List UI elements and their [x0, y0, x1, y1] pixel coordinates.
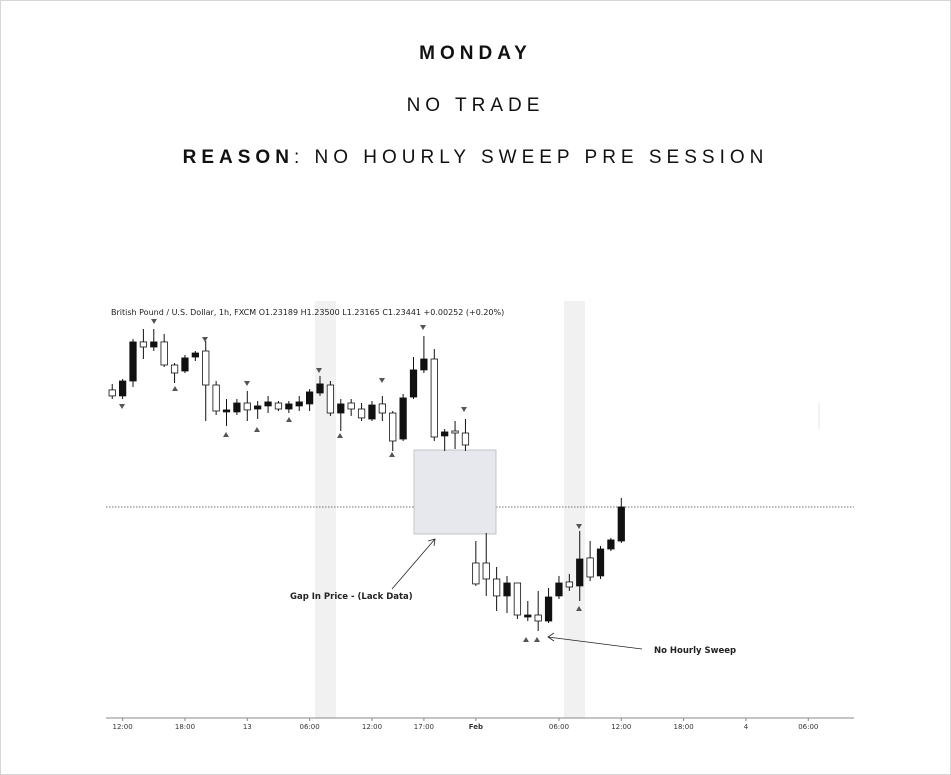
day-heading: MONDAY — [419, 43, 532, 64]
annotation-arrow — [391, 538, 436, 590]
candle-body — [337, 403, 345, 414]
x-tick-label: 13 — [243, 723, 252, 731]
x-tick-label: Feb — [469, 723, 483, 731]
candle-body — [451, 430, 459, 434]
x-tick-label: 06:00 — [798, 723, 818, 731]
candle-body — [534, 614, 542, 622]
candle-body — [617, 506, 625, 542]
gap-box — [413, 449, 497, 535]
candle-body — [347, 402, 355, 410]
x-tick-label: 4 — [744, 723, 749, 731]
candle-body — [586, 557, 594, 578]
candle-body — [368, 404, 376, 420]
candle-body — [181, 357, 189, 372]
candle-body — [212, 384, 220, 412]
candle-body — [430, 358, 438, 438]
candle-body — [295, 401, 303, 407]
reason: REASON: NO HOURLY SWEEP PRE SESSION — [1, 147, 950, 169]
candle-body — [191, 352, 199, 358]
annotation: No Hourly Sweep — [654, 646, 736, 656]
candle-body — [461, 432, 470, 446]
candle-body — [150, 341, 158, 348]
candle-body — [139, 341, 148, 348]
x-tick-label: 06:00 — [549, 723, 569, 731]
candle-body — [565, 581, 573, 588]
candle-body — [274, 402, 283, 410]
candle-body — [316, 383, 324, 394]
candle-body — [202, 350, 210, 386]
candle-body — [607, 539, 615, 550]
candle-body — [170, 364, 179, 374]
candle-body — [254, 405, 262, 410]
candle-body — [555, 582, 563, 597]
candle-body — [420, 358, 428, 371]
candle-body — [596, 548, 605, 577]
candle-body — [306, 391, 314, 405]
x-tick-label: 06:00 — [300, 723, 320, 731]
chart-title: British Pound / U.S. Dollar, 1h, FXCM O1… — [111, 308, 504, 317]
candle-body — [513, 582, 522, 616]
session-band — [564, 301, 585, 718]
candle-body — [129, 341, 137, 382]
candle-body — [524, 614, 532, 618]
candle-body — [326, 384, 335, 414]
candle-body — [409, 369, 418, 398]
x-tick-label: 18:00 — [175, 723, 195, 731]
candle-body — [441, 431, 449, 437]
candle-body — [119, 380, 127, 397]
candle-body — [160, 341, 168, 366]
reason-text: : NO HOURLY SWEEP PRE SESSION — [293, 147, 769, 168]
session-band — [315, 301, 336, 718]
x-tick-label: 12:00 — [362, 723, 382, 731]
candle-body — [576, 558, 584, 587]
x-tick-label: 17:00 — [414, 723, 434, 731]
annotation-arrow — [547, 636, 643, 650]
candle-body — [243, 402, 251, 411]
fractal-markers — [119, 319, 582, 642]
annotation: Gap In Price - (Lack Data) — [290, 592, 413, 602]
candle-body — [389, 412, 397, 442]
decision: NO TRADE — [406, 95, 545, 116]
candle-body — [503, 582, 511, 597]
candle-body — [233, 402, 241, 413]
candle-body — [544, 596, 553, 622]
candle-body — [378, 403, 386, 414]
candle-body — [472, 562, 480, 585]
candle-body — [399, 397, 407, 440]
candle-body — [108, 389, 116, 397]
x-tick-label: 12:00 — [113, 723, 133, 731]
arrow-head — [547, 632, 555, 642]
x-tick-label: 18:00 — [674, 723, 694, 731]
arrow-head — [427, 538, 436, 547]
candle-body — [357, 408, 366, 419]
candle-body — [222, 409, 231, 413]
candle-body — [482, 562, 490, 580]
x-tick-label: 12:00 — [611, 723, 631, 731]
candle-body — [264, 401, 272, 407]
candle-body — [285, 403, 293, 410]
reason-label: REASON — [182, 147, 294, 168]
candle-body — [493, 578, 501, 597]
